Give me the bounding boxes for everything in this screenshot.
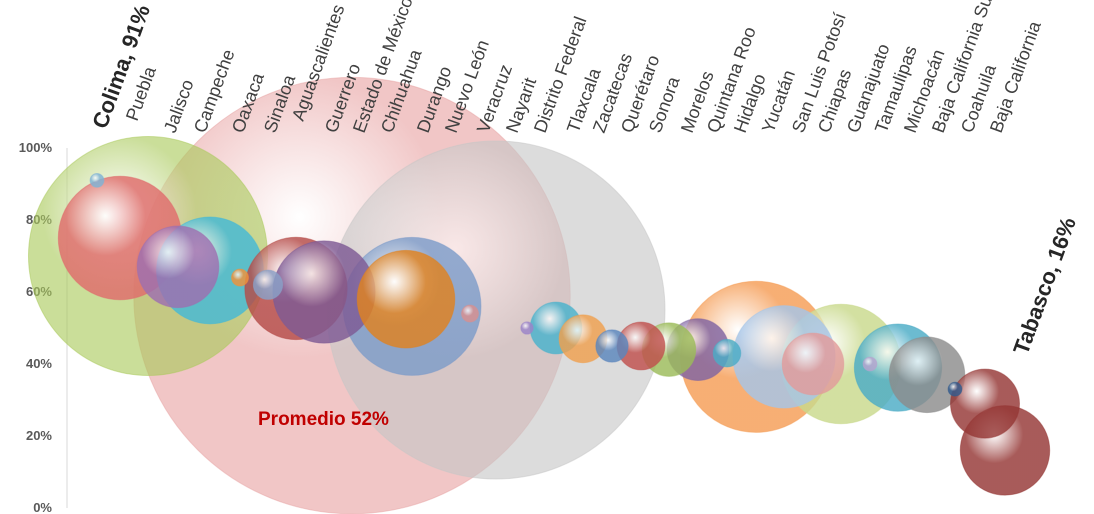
y-tick-label: 20% (26, 428, 52, 443)
bubble (461, 304, 479, 323)
bubble (888, 336, 966, 414)
y-tick-label: 40% (26, 356, 52, 371)
bubble (712, 338, 742, 368)
y-tick-label: 0% (33, 500, 52, 514)
bubble (252, 269, 284, 300)
y-tick-label: 100% (19, 140, 53, 155)
state-label: Tabasco, 16% (1008, 214, 1081, 358)
bubble (950, 368, 1020, 439)
bubble (136, 225, 220, 309)
bubble (862, 356, 878, 372)
bubble (89, 173, 105, 188)
bubble (947, 381, 963, 397)
average-label: Promedio 52% (258, 409, 389, 430)
bubbles (27, 76, 1051, 514)
bubble (781, 332, 845, 396)
bubble (520, 321, 534, 335)
bubble (356, 249, 456, 349)
bubble (231, 268, 249, 287)
bubble (595, 329, 629, 363)
